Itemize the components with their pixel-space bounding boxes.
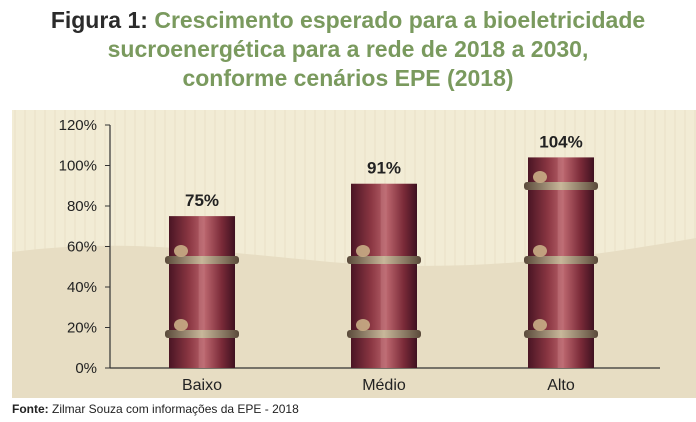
y-tick-label: 20%	[67, 320, 97, 337]
cane-bud	[356, 319, 370, 331]
bar-médio: 91% Médio	[347, 159, 421, 394]
y-tick-label: 40%	[67, 279, 97, 296]
source-text: Zilmar Souza com informações da EPE - 20…	[52, 402, 299, 416]
chart-title: Figura 1: Crescimento esperado para a bi…	[0, 6, 696, 93]
cane-node-ring	[347, 330, 421, 338]
bar-baixo: 75% Baixo	[165, 191, 239, 394]
cane-node-ring	[347, 256, 421, 264]
figure-number: Figura 1:	[50, 7, 148, 33]
cane-bud	[533, 319, 547, 331]
x-tick-label: Alto	[547, 377, 575, 394]
cane-node-ring	[524, 330, 598, 338]
y-tick-label: 60%	[67, 239, 97, 256]
bar	[169, 216, 235, 368]
cane-bud	[533, 245, 547, 257]
data-label: 75%	[185, 191, 219, 210]
source-note: Fonte: Zilmar Souza com informações da E…	[12, 402, 299, 416]
y-tick-label: 0%	[75, 360, 97, 377]
title-line-3: conforme cenários EPE (2018)	[182, 65, 514, 91]
title-line-2: sucroenergética para a rede de 2018 a 20…	[107, 36, 589, 62]
x-tick-label: Baixo	[182, 377, 222, 394]
cane-bud	[174, 319, 188, 331]
bar-sheen	[198, 216, 205, 368]
data-label: 91%	[367, 159, 401, 178]
title-line-1: Crescimento esperado para a bioeletricid…	[154, 7, 646, 33]
cane-node-ring	[165, 256, 239, 264]
y-tick-label: 80%	[67, 198, 97, 215]
cane-node-ring	[524, 256, 598, 264]
cane-bud	[356, 245, 370, 257]
data-label: 104%	[539, 132, 582, 151]
bar-sheen	[380, 183, 387, 368]
cane-bud	[533, 171, 547, 183]
cane-bud	[174, 245, 188, 257]
cane-node-ring	[524, 182, 598, 190]
bar-alto: 104% Alto	[524, 132, 598, 394]
x-tick-label: Médio	[362, 377, 406, 394]
y-tick-label: 120%	[59, 117, 97, 134]
source-label: Fonte:	[12, 402, 49, 416]
cane-node-ring	[165, 330, 239, 338]
y-tick-label: 100%	[59, 158, 97, 175]
